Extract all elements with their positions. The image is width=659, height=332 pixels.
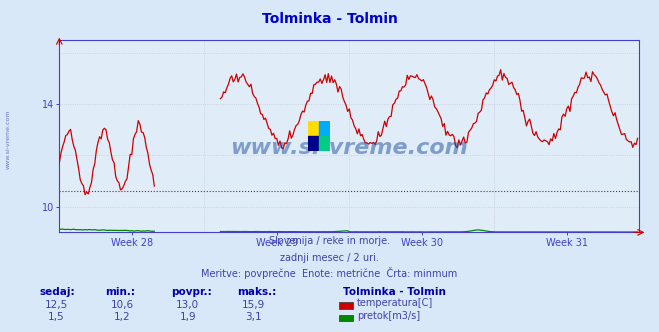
- Text: 15,9: 15,9: [242, 300, 266, 310]
- Text: temperatura[C]: temperatura[C]: [357, 298, 434, 308]
- Text: 1,9: 1,9: [179, 312, 196, 322]
- Text: 1,5: 1,5: [47, 312, 65, 322]
- Text: 13,0: 13,0: [176, 300, 200, 310]
- Text: 10,6: 10,6: [110, 300, 134, 310]
- Text: pretok[m3/s]: pretok[m3/s]: [357, 311, 420, 321]
- Text: Tolminka - Tolmin: Tolminka - Tolmin: [343, 288, 445, 297]
- Text: Tolminka - Tolmin: Tolminka - Tolmin: [262, 12, 397, 26]
- Text: Meritve: povprečne  Enote: metrične  Črta: minmum: Meritve: povprečne Enote: metrične Črta:…: [202, 267, 457, 279]
- Text: min.:: min.:: [105, 288, 136, 297]
- Bar: [308, 121, 319, 136]
- Text: 1,2: 1,2: [113, 312, 130, 322]
- Bar: [319, 136, 330, 151]
- Text: sedaj:: sedaj:: [40, 288, 75, 297]
- Bar: [308, 136, 319, 151]
- Text: zadnji mesec / 2 uri.: zadnji mesec / 2 uri.: [280, 253, 379, 263]
- Text: povpr.:: povpr.:: [171, 288, 212, 297]
- Text: 12,5: 12,5: [44, 300, 68, 310]
- Text: Slovenija / reke in morje.: Slovenija / reke in morje.: [269, 236, 390, 246]
- Text: 3,1: 3,1: [245, 312, 262, 322]
- Bar: [319, 121, 330, 136]
- Text: www.si-vreme.com: www.si-vreme.com: [231, 138, 468, 158]
- Text: www.si-vreme.com: www.si-vreme.com: [5, 110, 11, 169]
- Text: maks.:: maks.:: [237, 288, 277, 297]
